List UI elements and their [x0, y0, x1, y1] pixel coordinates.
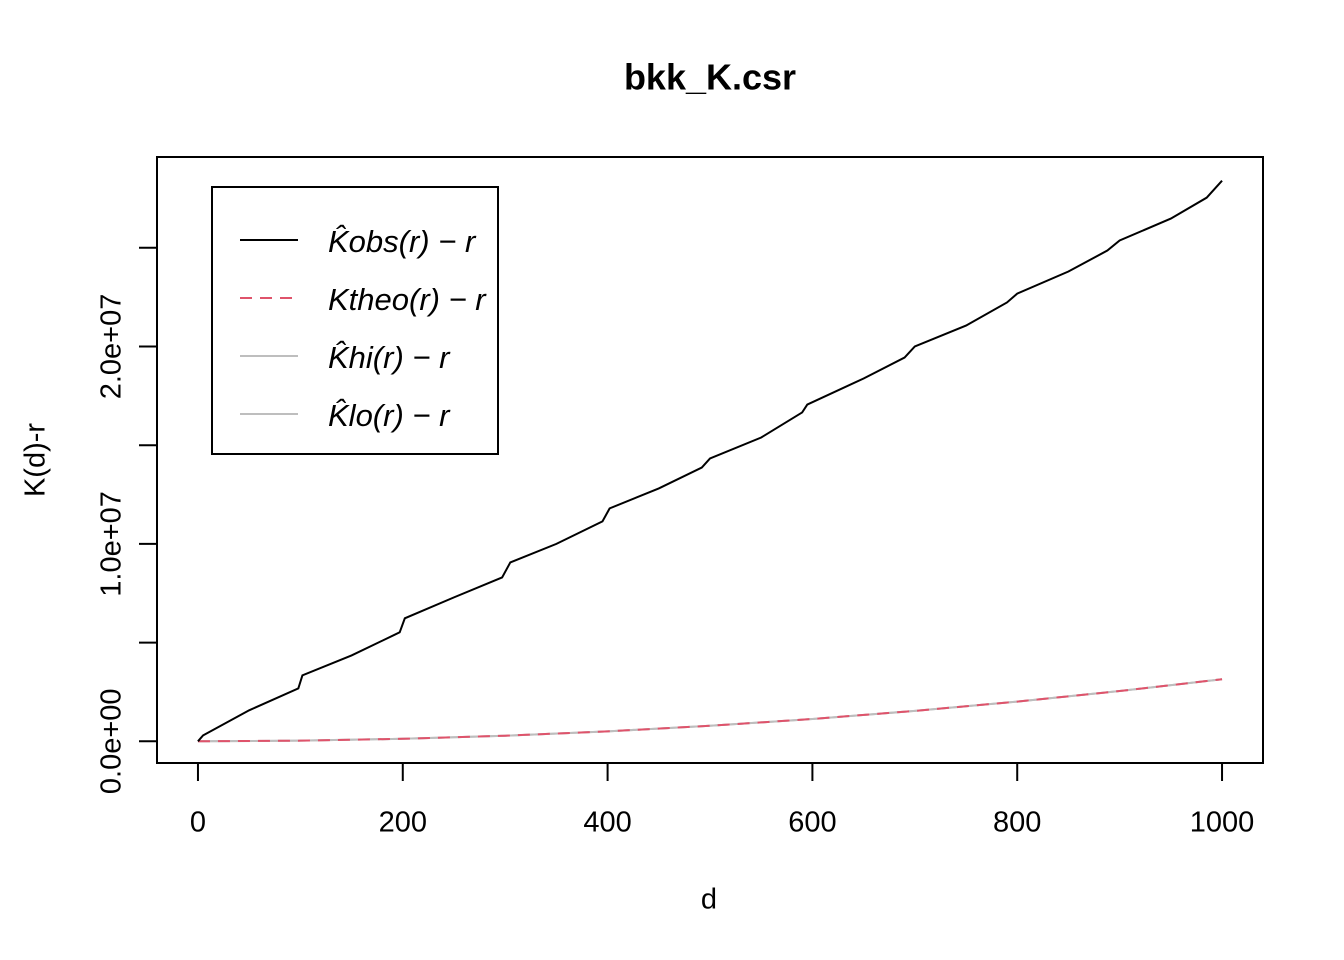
y-tick-label: 0.0e+00 [96, 688, 128, 794]
x-tick-label: 200 [379, 807, 427, 839]
legend-label: Ktheo(r) − r [328, 282, 487, 317]
x-tick-label: 0 [190, 807, 206, 839]
legend-label: K̂hi(r) − r [328, 339, 451, 375]
x-tick-label: 600 [788, 807, 836, 839]
data-line [197, 678, 1223, 743]
y-tick-label: 2.0e+07 [96, 294, 128, 400]
legend-label: K̂obs(r) − r [328, 223, 477, 259]
data-line [197, 678, 1223, 743]
x-tick-label: 800 [993, 807, 1041, 839]
x-axis-label: d [701, 884, 717, 916]
x-tick-label: 400 [583, 807, 631, 839]
legend-box [211, 186, 499, 455]
data-line [197, 678, 1223, 743]
x-tick-label: 1000 [1190, 807, 1255, 839]
legend-label: K̂lo(r) − r [328, 397, 451, 433]
data-line [197, 180, 1223, 742]
y-axis-label: K(d)-r [20, 423, 52, 497]
y-tick-label: 1.0e+07 [96, 491, 128, 597]
chart-title: bkk_K.csr [624, 57, 796, 98]
